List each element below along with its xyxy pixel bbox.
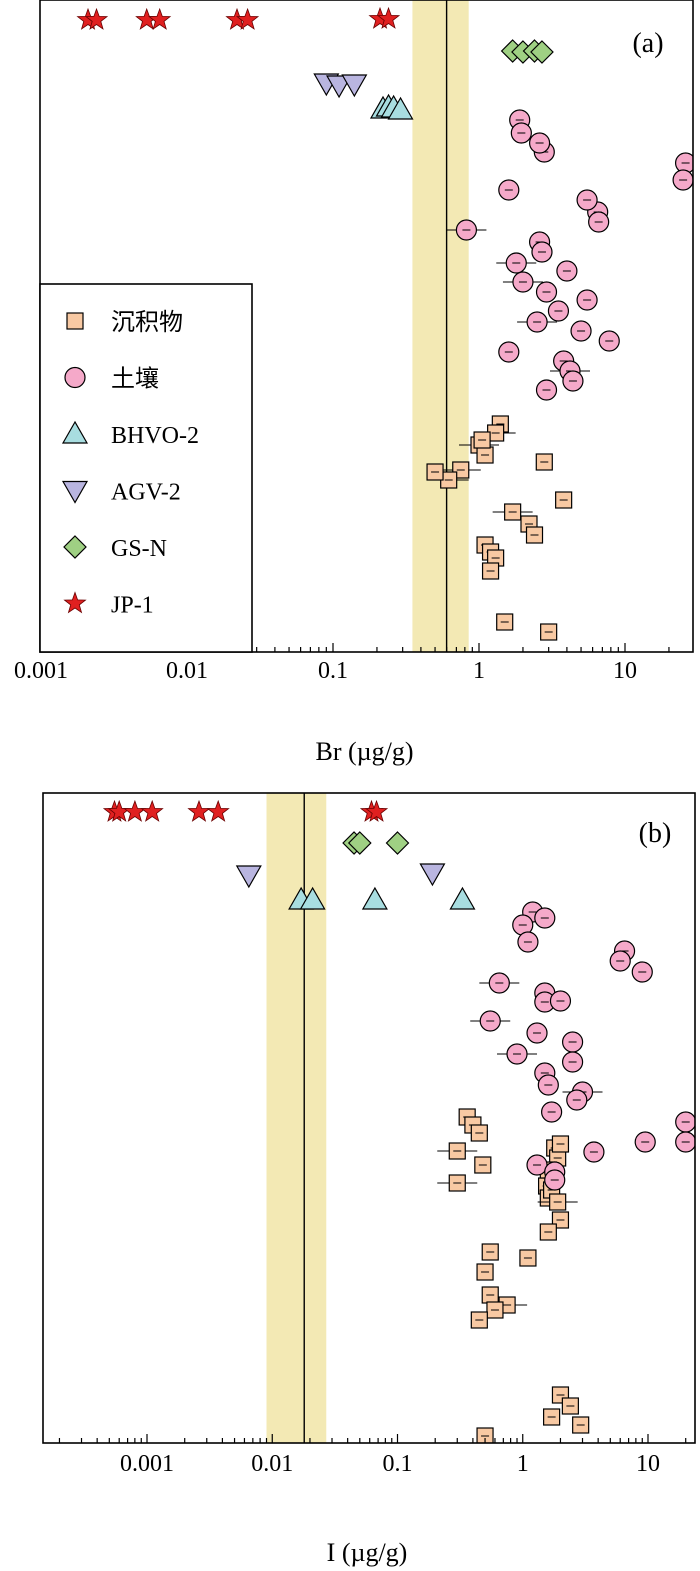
data-point bbox=[385, 831, 410, 855]
data-point bbox=[387, 96, 414, 120]
data-point bbox=[449, 886, 476, 910]
legend-entry: 土壤 bbox=[111, 366, 159, 393]
x-tick-label: 0.1 bbox=[383, 1451, 413, 1477]
x-tick-label: 10 bbox=[613, 658, 637, 684]
legend-marker bbox=[63, 535, 87, 559]
reference-band bbox=[412, 0, 469, 652]
reference-band bbox=[266, 793, 327, 1443]
series-triangle-up bbox=[369, 93, 414, 120]
x-tick-label: 10 bbox=[636, 1451, 660, 1477]
data-point bbox=[84, 7, 109, 30]
data-point bbox=[326, 75, 353, 99]
data-point bbox=[187, 799, 211, 822]
x-tick-label: 0.01 bbox=[251, 1451, 293, 1477]
series-star bbox=[102, 799, 389, 822]
data-point bbox=[148, 7, 172, 30]
legend-entry: 沉积物 bbox=[111, 309, 183, 336]
legend-marker bbox=[64, 366, 86, 389]
plot-frame bbox=[42, 792, 696, 1444]
legend-marker bbox=[63, 591, 87, 614]
series-circle bbox=[470, 901, 695, 1191]
legend-entry: JP-1 bbox=[111, 593, 154, 619]
series-star bbox=[76, 6, 401, 30]
data-point bbox=[206, 799, 230, 822]
legend-entry: GS-N bbox=[111, 536, 167, 562]
legend-entry: BHVO-2 bbox=[111, 423, 199, 449]
series-circle bbox=[446, 109, 693, 401]
series-square bbox=[437, 1108, 590, 1443]
data-point bbox=[364, 799, 389, 822]
data-point bbox=[123, 799, 147, 822]
x-tick-label: 0.001 bbox=[120, 1451, 174, 1477]
x-tick-label: 0.001 bbox=[14, 658, 68, 684]
series-triangle-up bbox=[288, 886, 476, 910]
data-point bbox=[376, 6, 401, 29]
x-tick-label: 0.1 bbox=[318, 658, 348, 684]
legend-marker bbox=[61, 480, 89, 504]
series-square bbox=[426, 415, 573, 641]
x-tick-label: 1 bbox=[517, 1451, 529, 1477]
legend-marker bbox=[61, 420, 89, 444]
panel-label: (a) bbox=[632, 28, 663, 59]
data-point bbox=[419, 863, 446, 887]
series-diamond bbox=[342, 831, 410, 855]
x-axis-label: I (µg/g) bbox=[327, 1538, 408, 1567]
series-triangle-down bbox=[235, 863, 446, 889]
legend-box bbox=[39, 283, 253, 653]
x-tick-label: 1 bbox=[473, 658, 485, 684]
data-point bbox=[530, 40, 554, 64]
plot-area bbox=[76, 0, 693, 652]
series-diamond bbox=[500, 39, 554, 64]
data-point bbox=[235, 7, 260, 30]
data-point bbox=[347, 831, 372, 855]
data-point bbox=[361, 886, 388, 910]
data-point bbox=[299, 886, 326, 910]
series-triangle-down bbox=[313, 73, 368, 99]
x-tick-label: 0.01 bbox=[166, 658, 208, 684]
legend-entry: AGV-2 bbox=[111, 480, 181, 506]
chart-panel-1: 0.001 0.01 0.1 1 10 I (µg/g) (b) bbox=[42, 792, 696, 1567]
x-axis-label: Br (µg/g) bbox=[315, 737, 413, 766]
plot-area bbox=[102, 793, 695, 1443]
data-point bbox=[140, 799, 164, 822]
data-point bbox=[341, 74, 368, 98]
data-point bbox=[235, 865, 262, 889]
legend-marker bbox=[66, 312, 84, 330]
panel-label: (b) bbox=[639, 818, 672, 849]
